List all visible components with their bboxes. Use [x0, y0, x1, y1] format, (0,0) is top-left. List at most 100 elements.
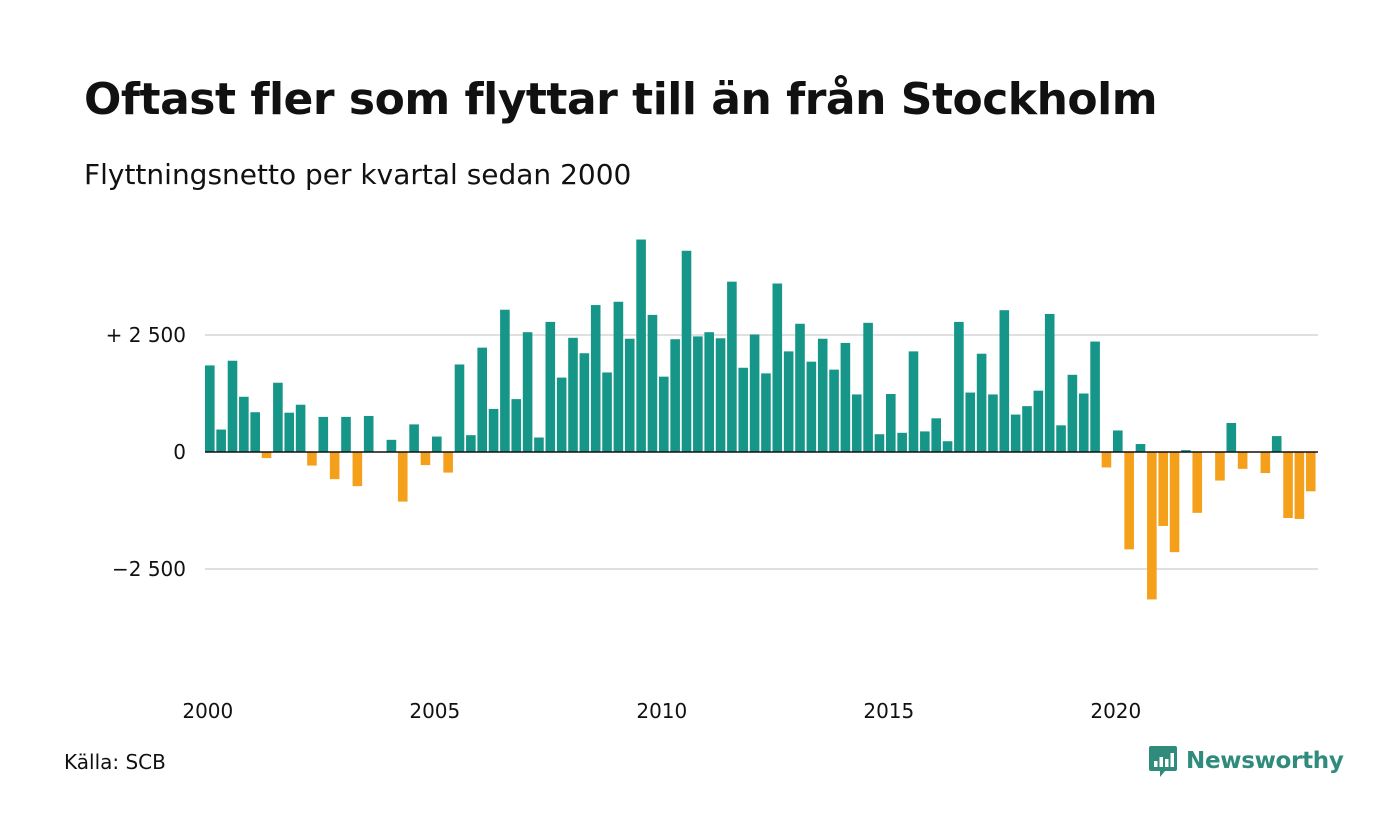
bar [329, 452, 340, 480]
bar [863, 322, 873, 452]
bar [1215, 452, 1225, 481]
bar [443, 452, 453, 473]
chart-subtitle: Flyttningsnetto per kvartal sedan 2000 [84, 158, 632, 191]
bar [1226, 422, 1237, 452]
bar [261, 452, 272, 459]
bar [886, 393, 896, 452]
bar [1124, 452, 1134, 550]
bar [500, 309, 510, 452]
bar [647, 314, 658, 452]
bar [965, 392, 976, 452]
bar [1305, 452, 1316, 492]
x-tick-label: 2010 [636, 699, 687, 723]
bar [806, 361, 817, 452]
bar [693, 336, 703, 452]
bar [590, 305, 601, 452]
bar [817, 338, 828, 452]
bar [1033, 390, 1044, 452]
bar [920, 431, 930, 452]
bar [454, 364, 465, 452]
bar [874, 434, 885, 452]
brand-name: Newsworthy [1186, 748, 1344, 774]
bar [954, 321, 964, 452]
bar [1044, 313, 1055, 452]
bar [1169, 452, 1180, 553]
bar [409, 424, 419, 452]
bar [795, 323, 805, 452]
bar [488, 408, 499, 452]
bar [307, 452, 317, 466]
bar [613, 301, 624, 452]
bar [227, 360, 238, 452]
bar [318, 416, 329, 452]
bar [829, 369, 839, 452]
bars [205, 239, 1316, 600]
bar [636, 239, 646, 452]
bar [284, 412, 295, 452]
bar [216, 429, 226, 452]
bar [1113, 430, 1123, 452]
bar [545, 321, 556, 452]
bar [624, 338, 635, 452]
bar [1135, 444, 1146, 452]
bar [704, 332, 714, 452]
bar [1181, 450, 1191, 452]
bar [761, 373, 771, 452]
bar [568, 337, 578, 452]
bar [602, 372, 612, 452]
x-tick-label: 2005 [409, 699, 460, 723]
bar [1237, 452, 1248, 469]
bar [659, 376, 669, 452]
bar [397, 452, 408, 502]
bar [1078, 393, 1089, 452]
bar [341, 416, 351, 452]
bar [363, 415, 374, 452]
bar [942, 441, 953, 452]
bar [1010, 414, 1021, 452]
bar [1294, 452, 1305, 519]
gridlines [205, 334, 1318, 570]
bar [749, 334, 760, 452]
bar [511, 399, 522, 452]
y-tick-label: −2 500 [112, 557, 186, 581]
bar [352, 452, 363, 487]
y-axis-labels: + 2 500 0 −2 500 [106, 323, 186, 581]
bar [273, 382, 283, 452]
x-tick-label: 2000 [182, 699, 233, 723]
bar [988, 394, 998, 452]
y-tick-label: 0 [173, 440, 186, 464]
brand-logo: Newsworthy [1148, 744, 1344, 778]
bar [239, 396, 249, 452]
bar [976, 353, 987, 452]
bar [522, 332, 533, 452]
bar [432, 436, 442, 452]
bar [1158, 452, 1168, 526]
x-tick-label: 2020 [1090, 699, 1141, 723]
bar [783, 351, 794, 452]
bar [1022, 406, 1032, 452]
bar [681, 250, 692, 452]
bar [1067, 374, 1078, 452]
bar [295, 404, 306, 452]
bar [1283, 452, 1293, 518]
source-label: Källa: SCB [64, 750, 166, 774]
bar [534, 437, 544, 452]
bar [250, 412, 260, 452]
bar [727, 281, 737, 452]
bar [556, 377, 567, 452]
bar [840, 342, 851, 452]
bar [1090, 341, 1100, 452]
bar [205, 365, 215, 452]
bar [579, 353, 590, 452]
bar-chart-speech-bubble-icon [1149, 746, 1177, 777]
bar [670, 339, 680, 452]
bar [1101, 452, 1112, 468]
bar [1056, 425, 1066, 452]
bar [931, 418, 941, 452]
y-tick-label: + 2 500 [106, 323, 186, 347]
bar [851, 394, 862, 452]
chart-title: Oftast fler som flyttar till än från Sto… [84, 74, 1158, 125]
bar [466, 435, 476, 452]
bar [715, 338, 726, 452]
bar [897, 432, 907, 452]
